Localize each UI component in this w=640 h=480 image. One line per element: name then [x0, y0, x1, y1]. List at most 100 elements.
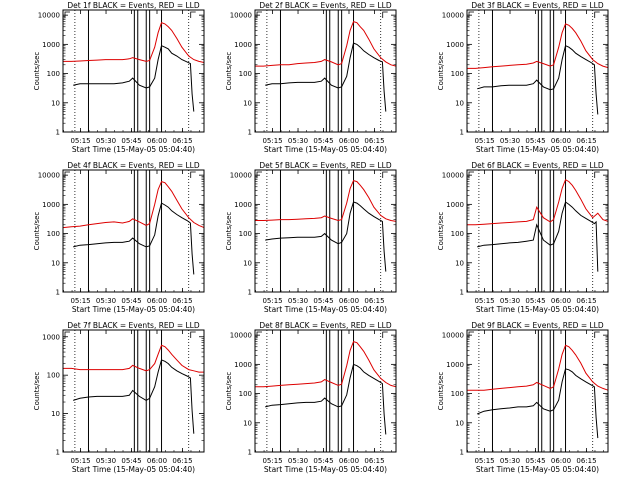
x-tick-label: 05:15 [474, 137, 494, 145]
corner-mark [256, 11, 262, 18]
y-tick-label: 1 [56, 449, 60, 457]
plot-frame [466, 169, 609, 293]
x-tick-label: 05:15 [70, 137, 90, 145]
y-tick-label: 10000 [230, 12, 252, 20]
x-tick-label: 05:30 [96, 457, 116, 465]
x-tick-label: 06:00 [147, 137, 167, 145]
x-axis-label: Start Time (15-May-05 05:04:40) [476, 465, 599, 474]
x-tick-label: 06:00 [551, 297, 571, 305]
x-tick-label: 06:00 [339, 457, 359, 465]
x-tick-label: 06:15 [364, 457, 384, 465]
x-tick-label: 06:00 [147, 457, 167, 465]
x-axis-label: Start Time (15-May-05 05:04:40) [72, 465, 195, 474]
x-tick-label: 06:15 [172, 297, 192, 305]
x-tick-label: 06:00 [551, 457, 571, 465]
y-axis-label: Counts/sec [33, 212, 41, 251]
y-tick-label: 1000 [42, 201, 60, 209]
y-tick-label: 10000 [442, 172, 464, 180]
y-tick-label: 1 [248, 289, 252, 297]
y-tick-label: 1 [56, 289, 60, 297]
x-axis-label: Start Time (15-May-05 05:04:40) [476, 145, 599, 154]
y-axis-label: Counts/sec [33, 52, 41, 91]
x-tick-label: 05:45 [313, 297, 333, 305]
y-tick-label: 10 [243, 99, 252, 107]
x-axis-label: Start Time (15-May-05 05:04:40) [264, 145, 387, 154]
series-lld-line [467, 178, 609, 226]
y-tick-label: 1 [460, 129, 464, 137]
y-tick-label: 10 [51, 99, 60, 107]
corner-mark [468, 11, 474, 18]
plot-frame [466, 9, 609, 133]
corner-mark [64, 11, 70, 18]
x-tick-label: 06:15 [364, 297, 384, 305]
x-tick-label: 06:00 [551, 137, 571, 145]
panel-title: Det 4f BLACK = Events, RED = LLD [67, 161, 200, 170]
x-tick-label: 06:15 [172, 137, 192, 145]
y-tick-label: 1 [460, 289, 464, 297]
x-tick-label: 05:45 [525, 457, 545, 465]
x-tick-label: 06:00 [339, 137, 359, 145]
x-tick-label: 05:15 [262, 457, 282, 465]
series-events-line [477, 45, 599, 115]
x-tick-label: 05:30 [500, 457, 520, 465]
x-tick-label: 05:30 [288, 457, 308, 465]
x-tick-label: 05:15 [70, 457, 90, 465]
y-tick-label: 1000 [446, 201, 464, 209]
chart-panel-5: Det 5f BLACK = Events, RED = LLD 1 10 100 10… [225, 161, 397, 314]
panel-title: Det 1f BLACK = Events, RED = LLD [67, 1, 200, 10]
x-axis-label: Start Time (15-May-05 05:04:40) [72, 145, 195, 154]
panel-title: Det 5f BLACK = Events, RED = LLD [259, 161, 392, 170]
y-tick-label: 1 [248, 449, 252, 457]
series-lld-line [255, 179, 397, 222]
x-tick-label: 06:15 [364, 137, 384, 145]
y-tick-label: 100 [239, 390, 252, 398]
y-tick-label: 10 [243, 419, 252, 427]
panel-title: Det 8f BLACK = Events, RED = LLD [259, 321, 392, 330]
plot-frame [254, 9, 397, 133]
x-tick-label: 05:45 [313, 457, 333, 465]
y-tick-label: 100 [239, 70, 252, 78]
series-lld-line [255, 20, 397, 67]
y-tick-label: 1 [460, 449, 464, 457]
chart-panel-4: Det 4f BLACK = Events, RED = LLD 1 10 100 10… [33, 161, 205, 314]
plot-frame [254, 329, 397, 453]
series-events-line [73, 359, 195, 434]
corner-mark [468, 331, 474, 338]
x-tick-label: 05:30 [96, 137, 116, 145]
x-axis-label: Start Time (15-May-05 05:04:40) [264, 305, 387, 314]
chart-panel-9: Det 9f BLACK = Events, RED = LLD 1 10 100 10… [437, 321, 609, 474]
y-tick-label: 10000 [38, 12, 60, 20]
chart-panel-1: Det 1f BLACK = Events, RED = LLD 1 10 100 10… [33, 1, 205, 154]
x-tick-label: 05:45 [121, 297, 141, 305]
y-axis-label: Counts/sec [437, 52, 445, 91]
plot-frame [62, 329, 205, 453]
x-tick-label: 05:15 [262, 137, 282, 145]
x-axis-label: Start Time (15-May-05 05:04:40) [264, 465, 387, 474]
y-axis-label: Counts/sec [225, 372, 233, 411]
y-tick-label: 10000 [442, 12, 464, 20]
plot-frame [62, 9, 205, 133]
y-tick-label: 1000 [234, 361, 252, 369]
corner-mark [256, 171, 262, 178]
x-tick-label: 06:15 [576, 137, 596, 145]
plot-frame [254, 169, 397, 293]
series-lld-line [467, 344, 609, 391]
y-axis-label: Counts/sec [33, 372, 41, 411]
y-tick-label: 1000 [446, 361, 464, 369]
plot-frame [62, 169, 205, 293]
series-lld-line [63, 344, 204, 373]
y-axis-label: Counts/sec [437, 212, 445, 251]
y-tick-label: 10000 [442, 332, 464, 340]
y-axis-label: Counts/sec [225, 212, 233, 251]
x-tick-label: 05:45 [313, 137, 333, 145]
y-tick-label: 1000 [234, 41, 252, 49]
y-tick-label: 1000 [446, 41, 464, 49]
y-axis-label: Counts/sec [437, 372, 445, 411]
plot-frame [466, 329, 609, 453]
y-tick-label: 100 [451, 230, 464, 238]
y-tick-label: 10 [455, 419, 464, 427]
x-tick-label: 05:15 [474, 297, 494, 305]
corner-mark [382, 11, 388, 18]
corner-mark [190, 11, 196, 18]
